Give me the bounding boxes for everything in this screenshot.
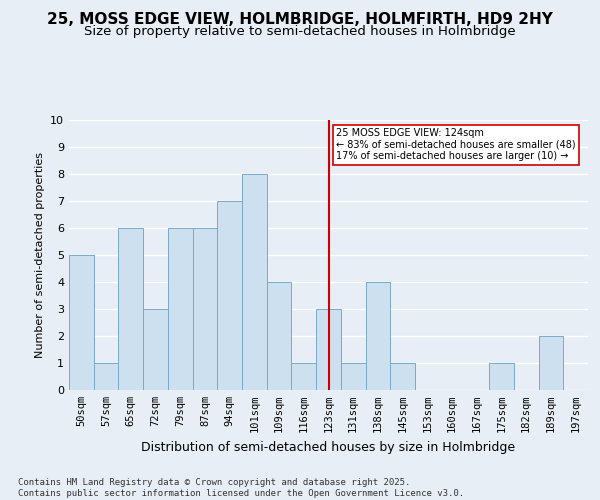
Bar <box>292 363 316 390</box>
Text: Contains HM Land Registry data © Crown copyright and database right 2025.
Contai: Contains HM Land Registry data © Crown c… <box>18 478 464 498</box>
Bar <box>489 363 514 390</box>
Bar <box>168 228 193 390</box>
X-axis label: Distribution of semi-detached houses by size in Holmbridge: Distribution of semi-detached houses by … <box>142 440 515 454</box>
Bar <box>539 336 563 390</box>
Bar <box>365 282 390 390</box>
Bar <box>143 309 168 390</box>
Bar <box>217 201 242 390</box>
Text: 25 MOSS EDGE VIEW: 124sqm
← 83% of semi-detached houses are smaller (48)
17% of : 25 MOSS EDGE VIEW: 124sqm ← 83% of semi-… <box>336 128 575 162</box>
Bar <box>242 174 267 390</box>
Text: Size of property relative to semi-detached houses in Holmbridge: Size of property relative to semi-detach… <box>84 25 516 38</box>
Bar <box>118 228 143 390</box>
Bar <box>267 282 292 390</box>
Text: 25, MOSS EDGE VIEW, HOLMBRIDGE, HOLMFIRTH, HD9 2HY: 25, MOSS EDGE VIEW, HOLMBRIDGE, HOLMFIRT… <box>47 12 553 28</box>
Bar <box>316 309 341 390</box>
Bar <box>94 363 118 390</box>
Bar <box>390 363 415 390</box>
Bar <box>341 363 365 390</box>
Y-axis label: Number of semi-detached properties: Number of semi-detached properties <box>35 152 44 358</box>
Bar <box>193 228 217 390</box>
Bar <box>69 255 94 390</box>
